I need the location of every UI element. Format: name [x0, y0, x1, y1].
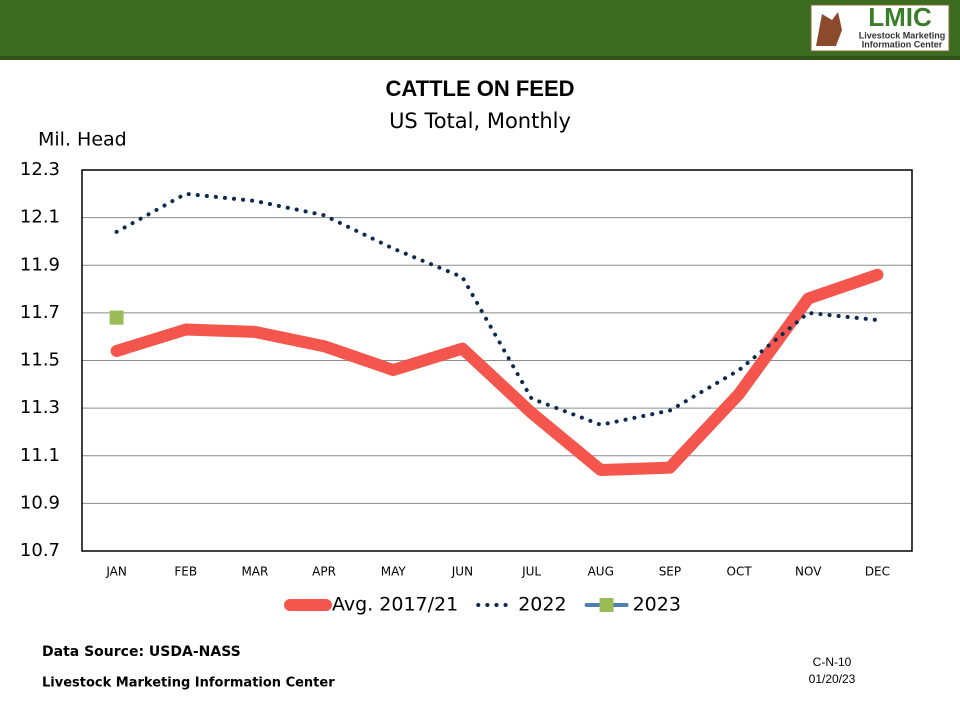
header-rule [0, 56, 960, 60]
y-tick-label: 12.3 [20, 159, 60, 180]
x-tick-label: SEP [659, 565, 681, 579]
y-tick-label: 11.7 [20, 302, 60, 323]
legend-marker [599, 598, 614, 612]
legend-label: 2023 [633, 594, 681, 616]
chart-subtitle: US Total, Monthly [389, 109, 571, 133]
y-tick-label: 11.5 [20, 350, 60, 371]
x-tick-label: OCT [727, 565, 753, 579]
logo-icon [816, 12, 842, 46]
x-tick-label: APR [312, 565, 336, 579]
plot: 10.7 10.9 11.1 11.3 11.5 11.7 11.9 12.1 12.3 JAN F… [20, 159, 913, 616]
y-tick-label: 10.7 [20, 540, 60, 561]
chart-title: CATTLE ON FEED [385, 76, 574, 101]
x-tick-label: JUN [451, 565, 473, 579]
header-band [0, 0, 960, 58]
legend-label: Avg. 2017/21 [332, 594, 458, 616]
x-tick-label: NOV [795, 565, 822, 579]
data-source: Data Source: USDA-NASS [42, 644, 241, 660]
logo-line: Livestock Marketing [859, 30, 946, 40]
x-tick-label: DEC [865, 565, 890, 579]
legend-label: 2022 [518, 594, 566, 616]
x-tick-label: MAR [241, 565, 268, 579]
y-tick-label: 11.9 [20, 254, 60, 275]
y-tick-label: 12.1 [20, 207, 60, 228]
logo-name: LMIC [868, 2, 932, 32]
y-tick-label: 11.1 [20, 445, 60, 466]
x-tick-label: JAN [105, 565, 127, 579]
series-line [110, 268, 884, 477]
x-tick-label: AUG [588, 565, 614, 579]
organization: Livestock Marketing Information Center [42, 676, 335, 691]
chart-date: 01/20/23 [809, 672, 856, 686]
series-line [114, 191, 880, 427]
y-tick-label: 10.9 [20, 492, 60, 513]
y-tick-label: 11.3 [20, 397, 60, 418]
chart-code: C-N-10 [813, 655, 852, 669]
x-tick-label: FEB [174, 565, 197, 579]
y-axis-label: Mil. Head [38, 129, 127, 151]
logo-line: Information Center [862, 39, 943, 49]
x-tick-label: JUL [521, 565, 541, 579]
plot-frame [81, 169, 913, 552]
data-point [109, 310, 124, 325]
x-tick-label: MAY [381, 565, 407, 579]
